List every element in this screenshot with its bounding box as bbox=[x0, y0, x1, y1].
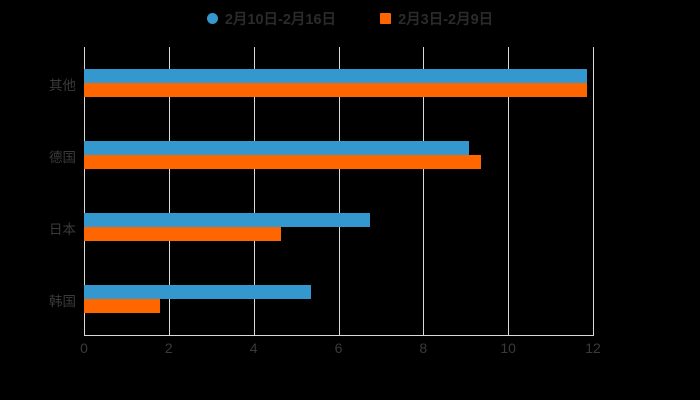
y-axis-labels: 韩国 日本 德国 其他 bbox=[0, 47, 76, 335]
legend-circle-marker-icon bbox=[206, 12, 218, 24]
bar-group-韩国 bbox=[84, 285, 593, 313]
x-tick-label-2: 2 bbox=[164, 340, 173, 356]
bar-group-德国 bbox=[84, 141, 593, 169]
bar-日本-series-0[interactable] bbox=[84, 213, 371, 227]
gridline-x-6 bbox=[338, 47, 340, 335]
bar-德国-series-0[interactable] bbox=[84, 141, 470, 155]
gridline-x-2 bbox=[168, 47, 170, 335]
bar-其他-series-1[interactable] bbox=[84, 83, 587, 97]
x-tick-label-12: 12 bbox=[585, 340, 601, 356]
y-tick-label-其他: 其他 bbox=[49, 78, 76, 93]
y-tick-label-日本: 日本 bbox=[49, 222, 76, 237]
legend-square-marker-icon bbox=[380, 12, 392, 24]
gridline-x-8 bbox=[423, 47, 425, 335]
bar-韩国-series-1[interactable] bbox=[84, 299, 160, 313]
x-tick-label-8: 8 bbox=[419, 340, 428, 356]
y-tick-label-韩国: 韩国 bbox=[49, 294, 76, 309]
x-tick-label-0: 0 bbox=[80, 340, 88, 356]
bar-group-日本 bbox=[84, 213, 593, 241]
gridline-x-4 bbox=[253, 47, 255, 335]
legend-item-series-0[interactable]: 2月10日-2月16日 bbox=[206, 8, 337, 29]
gridline-x-12 bbox=[593, 47, 594, 335]
x-tick-label-4: 4 bbox=[249, 340, 258, 356]
bar-日本-series-1[interactable] bbox=[84, 227, 282, 241]
bar-其他-series-0[interactable] bbox=[84, 69, 587, 83]
x-tick-label-10: 10 bbox=[500, 340, 516, 356]
bar-德国-series-1[interactable] bbox=[84, 155, 482, 169]
x-axis-line bbox=[84, 335, 594, 336]
bar-group-其他 bbox=[84, 69, 593, 97]
y-tick-label-德国: 德国 bbox=[49, 150, 76, 165]
plot-area bbox=[84, 47, 594, 335]
legend-label-series-0: 2月10日-2月16日 bbox=[224, 11, 337, 28]
gridline-x-10 bbox=[508, 47, 510, 335]
gridline-x-0 bbox=[84, 47, 85, 335]
chart-legend: 2月10日-2月16日 2月3日-2月9日 bbox=[0, 6, 700, 30]
legend-label-series-1: 2月3日-2月9日 bbox=[398, 11, 494, 28]
bar-韩国-series-0[interactable] bbox=[84, 285, 312, 299]
x-tick-label-6: 6 bbox=[334, 340, 343, 356]
legend-item-series-1[interactable]: 2月3日-2月9日 bbox=[380, 8, 493, 29]
